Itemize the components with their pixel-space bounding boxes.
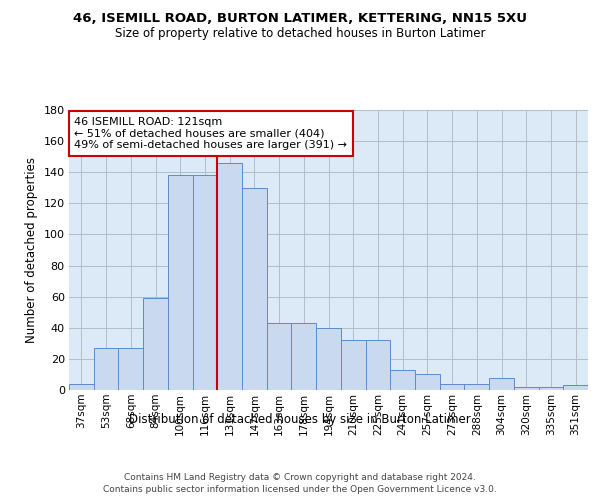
- Text: Contains public sector information licensed under the Open Government Licence v3: Contains public sector information licen…: [103, 485, 497, 494]
- Text: Distribution of detached houses by size in Burton Latimer: Distribution of detached houses by size …: [129, 412, 471, 426]
- Text: Size of property relative to detached houses in Burton Latimer: Size of property relative to detached ho…: [115, 28, 485, 40]
- Bar: [341, 340, 365, 390]
- Bar: [390, 370, 415, 390]
- Bar: [94, 348, 118, 390]
- Bar: [440, 384, 464, 390]
- Bar: [69, 384, 94, 390]
- Bar: [242, 188, 267, 390]
- Bar: [292, 323, 316, 390]
- Bar: [464, 384, 489, 390]
- Text: Contains HM Land Registry data © Crown copyright and database right 2024.: Contains HM Land Registry data © Crown c…: [124, 472, 476, 482]
- Bar: [539, 387, 563, 390]
- Bar: [489, 378, 514, 390]
- Text: 46 ISEMILL ROAD: 121sqm
← 51% of detached houses are smaller (404)
49% of semi-d: 46 ISEMILL ROAD: 121sqm ← 51% of detache…: [74, 117, 347, 150]
- Bar: [118, 348, 143, 390]
- Bar: [365, 340, 390, 390]
- Bar: [143, 298, 168, 390]
- Bar: [316, 328, 341, 390]
- Bar: [193, 176, 217, 390]
- Bar: [267, 323, 292, 390]
- Bar: [563, 386, 588, 390]
- Bar: [217, 163, 242, 390]
- Bar: [514, 387, 539, 390]
- Bar: [415, 374, 440, 390]
- Y-axis label: Number of detached properties: Number of detached properties: [25, 157, 38, 343]
- Text: 46, ISEMILL ROAD, BURTON LATIMER, KETTERING, NN15 5XU: 46, ISEMILL ROAD, BURTON LATIMER, KETTER…: [73, 12, 527, 26]
- Bar: [168, 176, 193, 390]
